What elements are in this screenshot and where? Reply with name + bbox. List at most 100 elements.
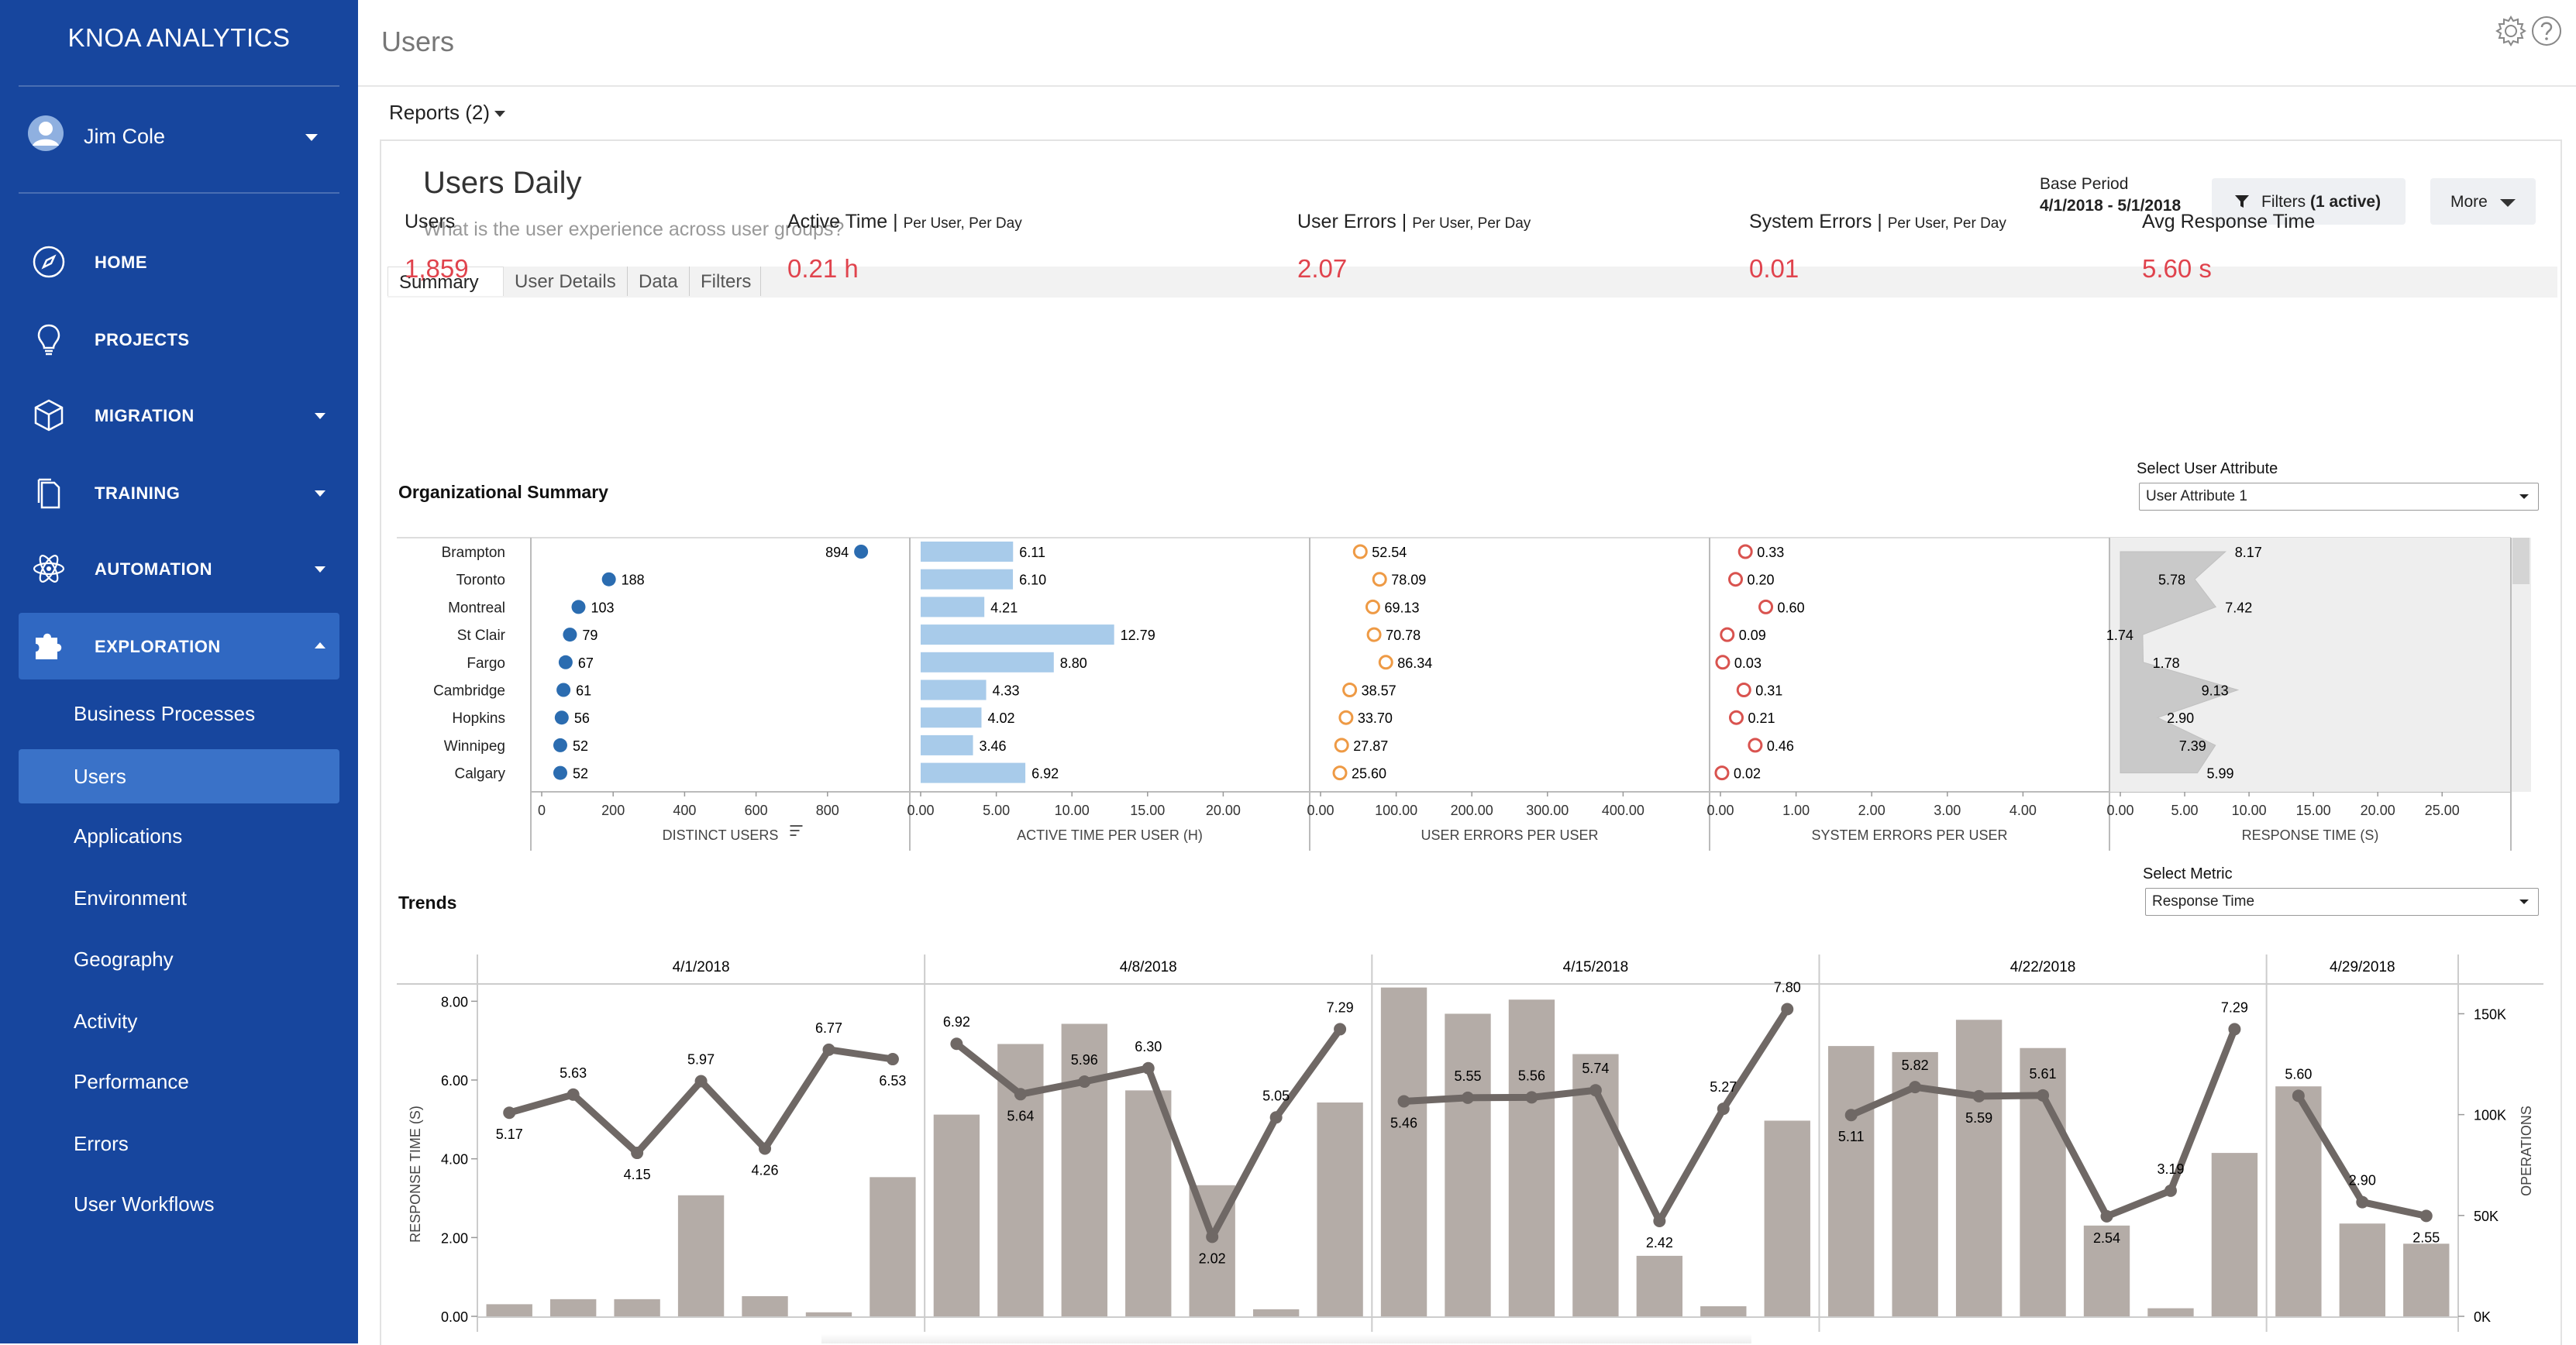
nav-item-exploration[interactable]: EXPLORATION <box>19 613 339 679</box>
brand-logo-text: KNOA ANALYTICS <box>67 23 291 52</box>
subnav-item-business-processes[interactable]: Business Processes <box>19 686 339 741</box>
subnav-label: Applications <box>74 824 183 848</box>
active-time-bar <box>921 597 985 617</box>
data-label: 69.13 <box>1384 600 1419 615</box>
data-label: 7.29 <box>2221 999 2248 1015</box>
response-time-point <box>886 1053 899 1066</box>
data-label: 6.10 <box>1019 573 1046 588</box>
user-menu[interactable]: Jim Cole <box>26 112 336 167</box>
nav-item-migration[interactable]: MIGRATION <box>19 382 339 449</box>
data-label: 0.03 <box>1734 655 1762 671</box>
data-label: 7.42 <box>2225 600 2252 615</box>
operations-bar <box>1700 1305 1747 1316</box>
data-label: 5.82 <box>1902 1058 1929 1073</box>
system-errors-ring <box>1714 765 1730 781</box>
operations-bar <box>677 1195 725 1316</box>
kpi-sub-label: Per User, Per Day <box>903 215 1022 232</box>
week-label: 4/29/2018 <box>2330 959 2395 975</box>
subnav-label: Users <box>74 765 126 788</box>
tab-user-details[interactable]: User Details <box>504 267 628 296</box>
tab-summary[interactable]: Summary <box>387 267 504 296</box>
user-errors-ring <box>1372 572 1387 587</box>
response-time-point <box>1142 1061 1155 1075</box>
subnav-item-geography[interactable]: Geography <box>19 932 339 986</box>
operations-bar <box>2020 1047 2066 1316</box>
chevron-down-icon <box>2519 494 2529 499</box>
operations-bar <box>2403 1244 2450 1316</box>
subnav-label: Activity <box>74 1010 138 1033</box>
response-time-point <box>1462 1091 1474 1104</box>
data-label: 6.77 <box>815 1020 842 1036</box>
kpi-label-text: Avg Response Time <box>2142 211 2316 232</box>
data-label: 67 <box>578 655 594 671</box>
data-label: 5.60 <box>2285 1066 2312 1082</box>
subnav-item-errors[interactable]: Errors <box>19 1116 339 1171</box>
kpi-label-text: User Errors <box>1297 211 1396 232</box>
tick-label: 25.00 <box>2425 803 2460 818</box>
chevron-down-icon <box>494 111 506 118</box>
data-label: 5.63 <box>560 1065 587 1081</box>
subnav-item-environment[interactable]: Environment <box>19 871 339 925</box>
filters-button[interactable]: Filters (1 active) <box>2212 178 2406 225</box>
y-tick-label: 0.00 <box>441 1309 468 1325</box>
nav-item-training[interactable]: TRAINING <box>19 459 339 526</box>
response-time-point <box>1078 1075 1091 1089</box>
response-time-point <box>1334 1023 1347 1036</box>
data-label: 38.57 <box>1362 683 1396 699</box>
row-label: Brampton <box>442 545 505 561</box>
data-label: 6.11 <box>1019 545 1045 560</box>
data-label: 52 <box>573 738 588 754</box>
data-label: 3.19 <box>2157 1161 2184 1177</box>
response-time-point <box>2164 1184 2177 1197</box>
help-icon[interactable] <box>2530 14 2564 48</box>
tab-data[interactable]: Data <box>628 267 690 296</box>
chevron-up-icon <box>315 642 325 648</box>
subnav-item-performance[interactable]: Performance <box>19 1054 339 1109</box>
subnav-item-activity[interactable]: Activity <box>19 994 339 1048</box>
base-period-dates: 4/1/2018 - 5/1/2018 <box>2040 197 2182 215</box>
operations-bar <box>805 1312 852 1316</box>
axis-title: ACTIVE TIME PER USER (H) <box>1017 827 1203 843</box>
data-label: 2.90 <box>2167 710 2194 726</box>
response-time-point <box>503 1106 516 1120</box>
tick-label: 20.00 <box>2361 803 2395 818</box>
tick-label: 20.00 <box>1206 803 1241 818</box>
reports-dropdown[interactable]: Reports (2) <box>389 101 506 125</box>
more-button[interactable]: More <box>2430 178 2536 225</box>
subnav-item-users[interactable]: Users <box>19 749 339 803</box>
tick-label: 4.00 <box>2009 803 2037 818</box>
tick-label: 2.00 <box>1858 803 1886 818</box>
operations-bar <box>1636 1255 1683 1316</box>
y-tick-label: 4.00 <box>441 1152 468 1168</box>
operations-bar <box>1764 1120 1810 1316</box>
base-period-label: Base Period <box>2040 175 2129 193</box>
kpi-users-label: Users <box>405 211 455 233</box>
data-label: 0.21 <box>1748 710 1775 726</box>
data-label: 2.54 <box>2093 1230 2120 1246</box>
metric-select[interactable]: Response Time <box>2145 888 2539 916</box>
data-label: 56 <box>574 710 590 726</box>
data-label: 5.59 <box>1965 1110 1992 1126</box>
week-label: 4/8/2018 <box>1120 959 1177 975</box>
subnav-item-user-workflows[interactable]: User Workflows <box>19 1177 339 1231</box>
response-time-point <box>822 1043 835 1056</box>
tick-label: 0.00 <box>1307 803 1334 818</box>
chevron-down-icon <box>315 566 325 573</box>
nav-item-automation[interactable]: AUTOMATION <box>19 535 339 602</box>
gear-icon[interactable] <box>2494 14 2528 48</box>
nav-item-projects[interactable]: PROJECTS <box>19 306 339 373</box>
nav-item-home[interactable]: HOME <box>19 229 339 295</box>
data-label: 103 <box>591 600 614 615</box>
data-label: 27.87 <box>1353 738 1388 754</box>
divider <box>19 192 339 194</box>
subnav-item-applications[interactable]: Applications <box>19 809 339 863</box>
row-label: Fargo <box>467 655 505 672</box>
tab-filters[interactable]: Filters <box>690 267 761 296</box>
operations-bar <box>1317 1102 1363 1316</box>
data-label: 8.17 <box>2235 545 2262 560</box>
filter-icon <box>2235 195 2249 208</box>
user-attribute-select[interactable]: User Attribute 1 <box>2139 483 2539 511</box>
tick-label: 3.00 <box>1934 803 1961 818</box>
data-label: 5.78 <box>2158 573 2185 588</box>
data-label: 0.46 <box>1767 738 1794 754</box>
